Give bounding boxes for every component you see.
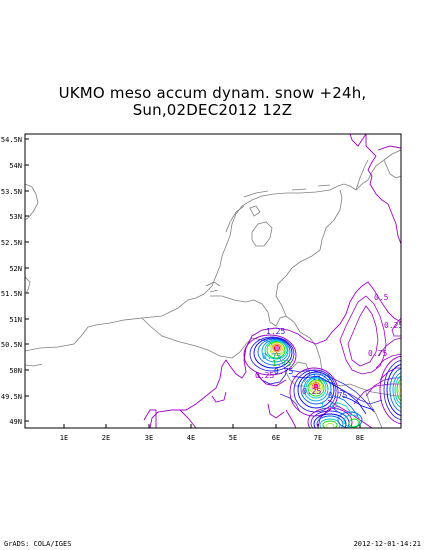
lat-label: 51N: [9, 316, 22, 324]
lat-label: 50N: [9, 367, 22, 375]
contour-bridges: [279, 369, 383, 417]
lon-label: 3E: [145, 434, 153, 442]
lat-label: 49N: [9, 418, 22, 426]
lat-label: 51.5N: [1, 290, 22, 298]
contour-label: 0.25: [255, 371, 274, 380]
lon-label: 1E: [60, 434, 68, 442]
lat-label: 54N: [9, 162, 22, 170]
contour-blob-a: [243, 334, 297, 387]
contour-blob-c: [307, 407, 363, 428]
plot-frame: [24, 133, 402, 429]
contour-label: 1.75: [320, 402, 339, 411]
contour-label: 0.75: [262, 352, 281, 361]
footer-credit: GrADS: COLA/IGES: [4, 540, 72, 548]
contour-label: 0.75: [274, 367, 293, 376]
coastlines: [25, 149, 401, 428]
lat-label: 53N: [9, 213, 22, 221]
map-title-line2: Sun,02DEC2012 12Z: [132, 101, 293, 119]
lat-label: 50.5N: [1, 341, 22, 349]
contour-label: 1.25: [312, 373, 331, 382]
lon-label: 5E: [229, 434, 237, 442]
lat-label: 52.5N: [1, 239, 22, 247]
lon-label: 4E: [187, 434, 195, 442]
contour-outer: [143, 134, 401, 428]
contour-label: 1.75: [272, 359, 291, 368]
map-title-line1: UKMO meso accum dynam. snow +24h,: [58, 84, 367, 102]
contour-label: 1.25: [266, 327, 285, 336]
lat-label: 52N: [9, 265, 22, 273]
lon-label: 6E: [272, 434, 280, 442]
footer-timestamp: 2012-12-01-14:21: [353, 540, 421, 548]
lat-label: 53.5N: [1, 188, 22, 196]
lat-label: 54.5N: [1, 136, 22, 144]
contour-labels: 1.25 0.75 1.75 0.25 0.5 0.25 0.75 0.75 1…: [255, 293, 403, 411]
contour-label: 0.25: [384, 321, 403, 330]
lon-label: 7E: [314, 434, 322, 442]
contour-label: 0.25: [302, 387, 321, 396]
contour-label: 0.75: [368, 349, 387, 358]
lat-label: 49.5N: [1, 393, 22, 401]
contour-label: 0.75: [328, 391, 347, 400]
lon-label: 2E: [102, 434, 110, 442]
contour-label: 0.5: [374, 293, 389, 302]
contour-blob-d: [379, 355, 401, 425]
lon-label: 8E: [356, 434, 364, 442]
